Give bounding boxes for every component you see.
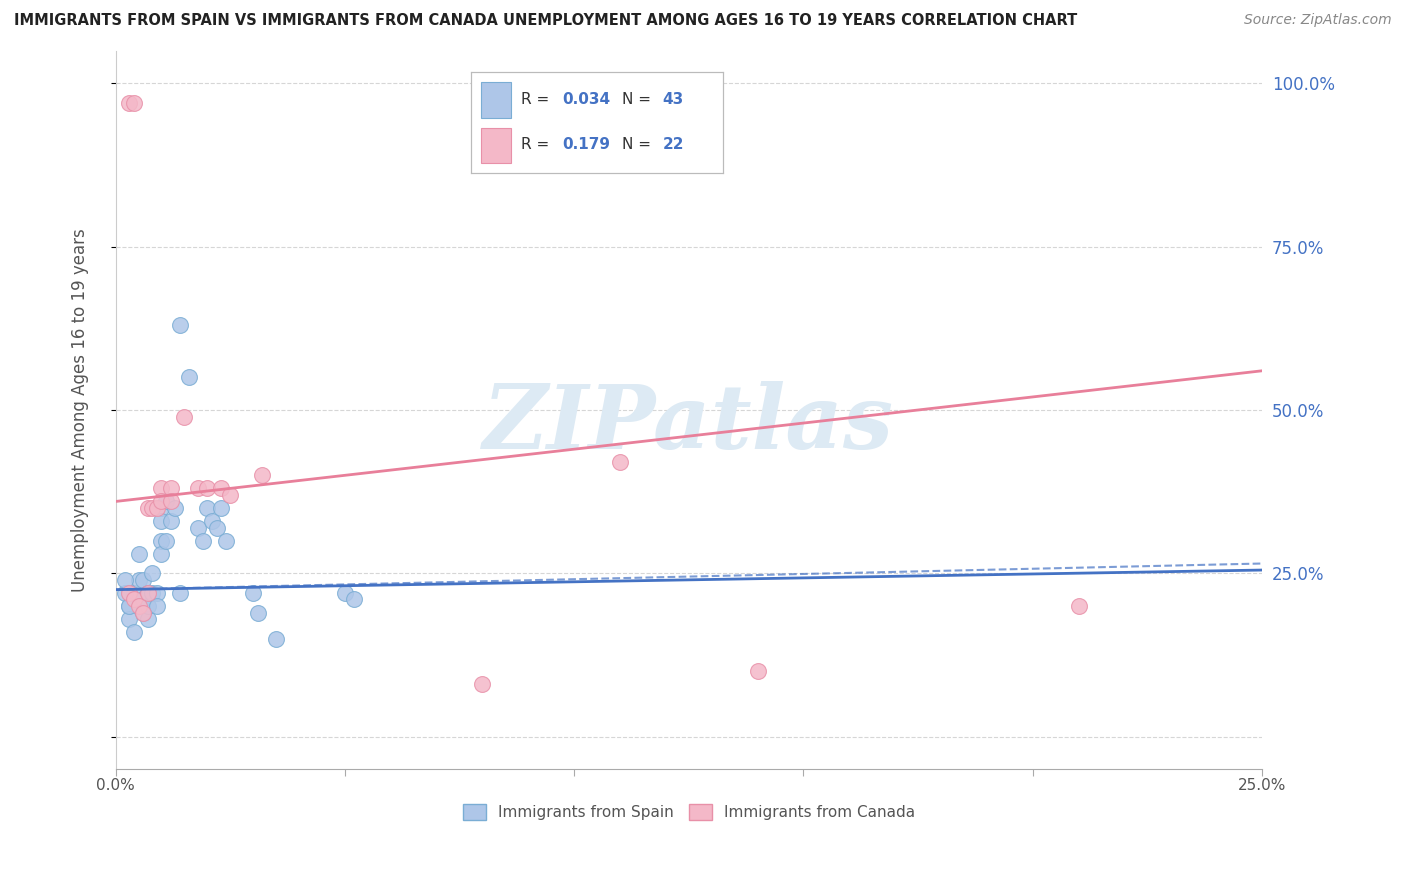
Point	[114, 586, 136, 600]
Point	[118, 599, 141, 613]
Point	[132, 606, 155, 620]
Point	[122, 95, 145, 110]
Point	[150, 514, 173, 528]
Point	[159, 494, 181, 508]
Point	[201, 514, 224, 528]
Point	[132, 573, 155, 587]
Point	[177, 370, 200, 384]
Point	[136, 586, 159, 600]
Point	[333, 586, 356, 600]
Point	[195, 500, 218, 515]
Point	[141, 500, 163, 515]
Point	[609, 455, 631, 469]
Point	[114, 573, 136, 587]
Point	[136, 586, 159, 600]
Point	[118, 586, 141, 600]
Point	[215, 533, 238, 548]
Point	[195, 482, 218, 496]
Point	[165, 500, 187, 515]
Text: 0.0%: 0.0%	[96, 779, 135, 793]
Point	[155, 494, 177, 508]
Point	[471, 677, 494, 691]
Point	[205, 520, 228, 534]
Point	[128, 547, 150, 561]
Point	[150, 494, 173, 508]
Point	[146, 586, 169, 600]
Point	[252, 468, 274, 483]
Point	[136, 500, 159, 515]
Point	[141, 566, 163, 581]
Point	[122, 586, 145, 600]
Point	[173, 409, 195, 424]
Point	[150, 500, 173, 515]
Point	[191, 533, 214, 548]
Point	[343, 592, 366, 607]
Point	[122, 625, 145, 640]
Text: ZIPatlas: ZIPatlas	[484, 381, 894, 467]
Point	[246, 606, 269, 620]
Point	[141, 586, 163, 600]
Text: 25.0%: 25.0%	[1237, 779, 1286, 793]
Point	[219, 488, 242, 502]
Point	[159, 514, 181, 528]
Legend: Immigrants from Spain, Immigrants from Canada: Immigrants from Spain, Immigrants from C…	[457, 798, 921, 826]
Point	[132, 606, 155, 620]
Text: IMMIGRANTS FROM SPAIN VS IMMIGRANTS FROM CANADA UNEMPLOYMENT AMONG AGES 16 TO 19: IMMIGRANTS FROM SPAIN VS IMMIGRANTS FROM…	[14, 13, 1077, 29]
Point	[209, 482, 232, 496]
Point	[169, 586, 191, 600]
Point	[1067, 599, 1090, 613]
Point	[264, 632, 287, 646]
Point	[118, 95, 141, 110]
Point	[146, 500, 169, 515]
Point	[187, 520, 209, 534]
Point	[122, 592, 145, 607]
Point	[169, 318, 191, 332]
Point	[118, 586, 141, 600]
Point	[242, 586, 264, 600]
Point	[118, 612, 141, 626]
Point	[150, 547, 173, 561]
Point	[136, 599, 159, 613]
Y-axis label: Unemployment Among Ages 16 to 19 years: Unemployment Among Ages 16 to 19 years	[72, 228, 89, 592]
Point	[136, 612, 159, 626]
Point	[118, 599, 141, 613]
Point	[747, 665, 769, 679]
Point	[209, 500, 232, 515]
Point	[155, 533, 177, 548]
Point	[132, 592, 155, 607]
Point	[128, 599, 150, 613]
Point	[187, 482, 209, 496]
Point	[150, 482, 173, 496]
Text: Source: ZipAtlas.com: Source: ZipAtlas.com	[1244, 13, 1392, 28]
Point	[150, 533, 173, 548]
Point	[128, 573, 150, 587]
Point	[146, 599, 169, 613]
Point	[159, 482, 181, 496]
